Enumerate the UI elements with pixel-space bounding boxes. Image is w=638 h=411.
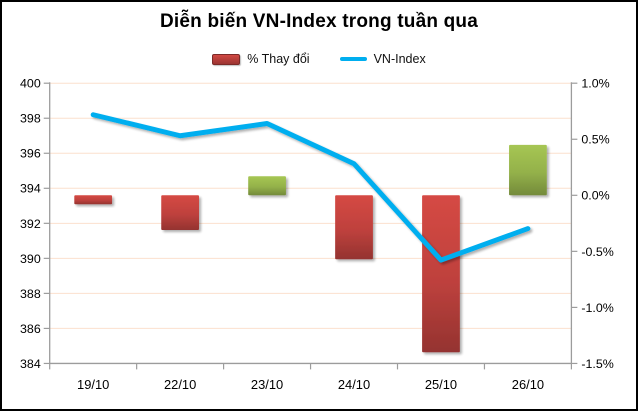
chart-legend: % Thay đổi VN-Index (2, 52, 636, 66)
right-axis-label: -1.0% (581, 301, 613, 315)
left-axis-label: 384 (20, 357, 41, 371)
legend-bar-swatch-icon (212, 53, 241, 65)
bar-24-10 (335, 195, 373, 260)
right-axis-label: 1.0% (581, 77, 609, 91)
x-axis-label: 24/10 (338, 377, 370, 392)
chart-title: Diễn biến VN-Index trong tuần qua (160, 11, 478, 32)
bar-19-10 (74, 195, 113, 205)
right-axis-label: 0.0% (581, 189, 609, 203)
left-axis-label: 392 (20, 217, 41, 231)
x-axis-label: 23/10 (251, 377, 283, 392)
bar-23-10 (248, 176, 286, 196)
vn-index-line (90, 112, 531, 263)
right-axis-label: -0.5% (581, 245, 613, 259)
bar-25-10 (422, 195, 460, 353)
bar-26-10 (509, 144, 547, 196)
left-axis-label: 400 (20, 77, 41, 91)
left-axis-label: 398 (20, 112, 41, 126)
right-axis-label: -1.5% (581, 357, 613, 371)
legend-line-swatch-icon (339, 57, 367, 61)
legend-item-vnindex: VN-Index (339, 52, 426, 66)
right-axis-label: 0.5% (581, 133, 609, 147)
x-axis-label: 22/10 (164, 377, 196, 392)
left-axis-label: 390 (20, 252, 41, 266)
x-axis-label: 19/10 (77, 377, 109, 392)
legend-label: % Thay đổi (247, 52, 310, 66)
left-axis-label: 388 (20, 287, 41, 301)
x-axis-label: 26/10 (512, 377, 544, 392)
left-axis-label: 394 (20, 182, 41, 196)
bar-22-10 (161, 195, 200, 231)
legend-label: VN-Index (373, 52, 426, 66)
legend-item-pct-change: % Thay đổi (212, 52, 310, 66)
left-axis-label: 386 (20, 322, 41, 336)
left-axis-label: 396 (20, 147, 41, 161)
x-axis-label: 25/10 (425, 377, 457, 392)
